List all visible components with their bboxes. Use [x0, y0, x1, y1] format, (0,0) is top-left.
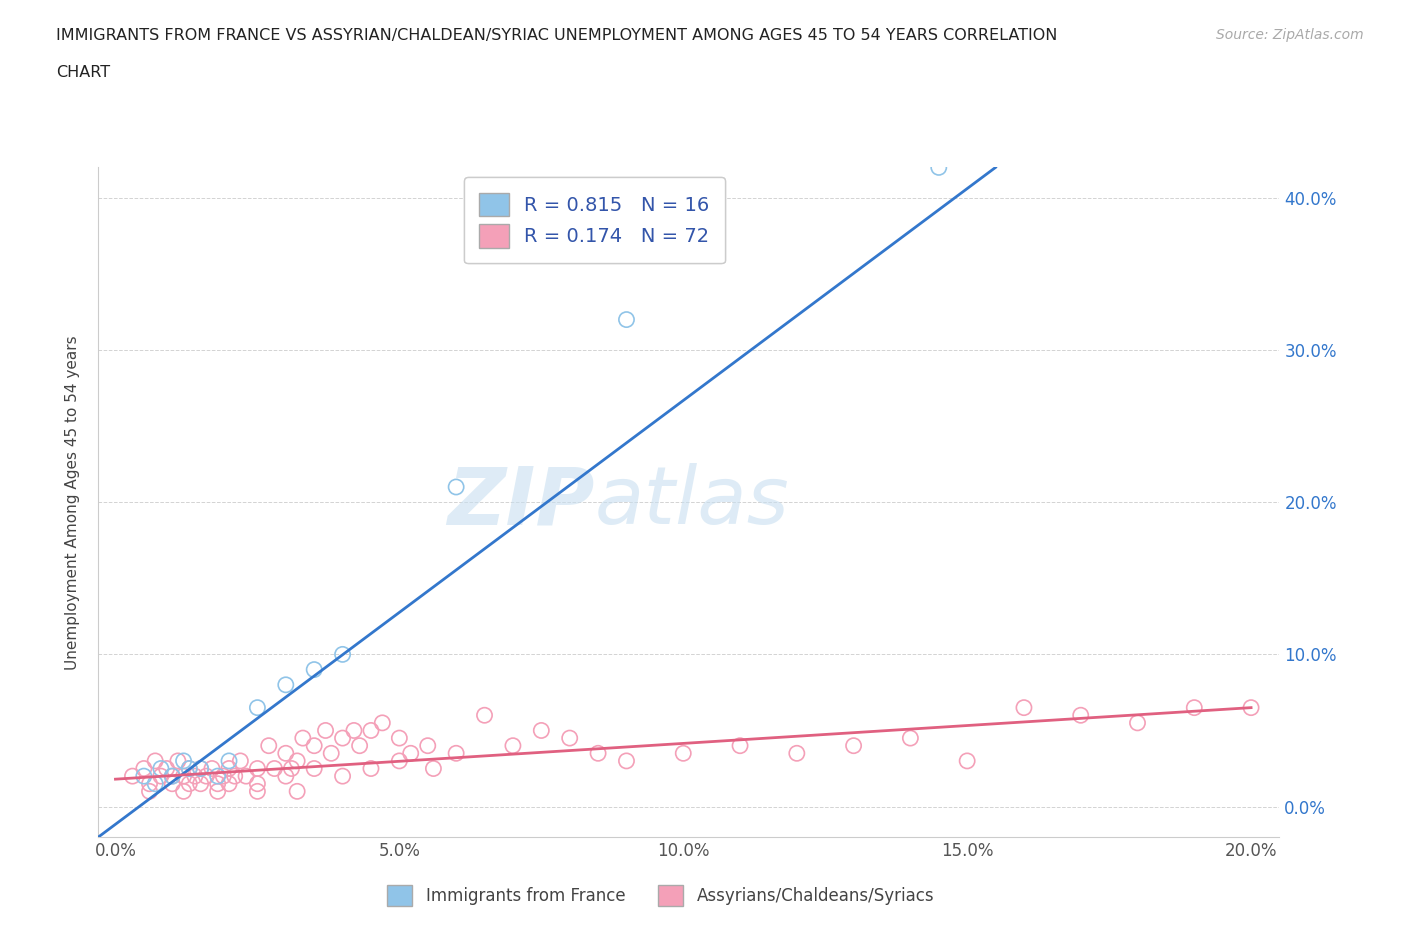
- Point: [121, 769, 143, 784]
- Point: [1012, 700, 1035, 715]
- Point: [212, 769, 235, 784]
- Text: Source: ZipAtlas.com: Source: ZipAtlas.com: [1216, 28, 1364, 42]
- Point: [1070, 708, 1092, 723]
- Point: [149, 769, 172, 784]
- Legend: R = 0.815   N = 16, R = 0.174   N = 72: R = 0.815 N = 16, R = 0.174 N = 72: [464, 177, 725, 263]
- Text: IMMIGRANTS FROM FRANCE VS ASSYRIAN/CHALDEAN/SYRIAC UNEMPLOYMENT AMONG AGES 45 TO: IMMIGRANTS FROM FRANCE VS ASSYRIAN/CHALD…: [56, 28, 1057, 43]
- Point: [416, 738, 439, 753]
- Point: [274, 746, 297, 761]
- Point: [616, 312, 638, 327]
- Point: [162, 769, 183, 784]
- Point: [616, 753, 638, 768]
- Point: [474, 708, 496, 723]
- Point: [444, 480, 467, 495]
- Point: [842, 738, 865, 753]
- Point: [235, 769, 257, 784]
- Point: [149, 761, 172, 776]
- Point: [558, 731, 581, 746]
- Point: [218, 777, 240, 791]
- Point: [315, 723, 337, 737]
- Point: [786, 746, 808, 761]
- Point: [900, 731, 922, 746]
- Point: [143, 777, 166, 791]
- Point: [263, 761, 285, 776]
- Point: [257, 738, 280, 753]
- Point: [179, 761, 201, 776]
- Point: [246, 700, 269, 715]
- Point: [360, 723, 382, 737]
- Point: [274, 677, 297, 692]
- Point: [246, 777, 269, 791]
- Point: [179, 761, 201, 776]
- Point: [207, 777, 229, 791]
- Text: atlas: atlas: [595, 463, 789, 541]
- Text: ZIP: ZIP: [447, 463, 595, 541]
- Point: [207, 769, 229, 784]
- Point: [349, 738, 371, 753]
- Point: [201, 761, 224, 776]
- Point: [280, 761, 302, 776]
- Point: [229, 753, 252, 768]
- Point: [302, 738, 325, 753]
- Point: [399, 746, 422, 761]
- Point: [956, 753, 979, 768]
- Point: [672, 746, 695, 761]
- Point: [302, 761, 325, 776]
- Point: [1126, 715, 1149, 730]
- Point: [167, 753, 190, 768]
- Point: [179, 777, 201, 791]
- Point: [155, 761, 177, 776]
- Point: [162, 777, 183, 791]
- Point: [502, 738, 524, 753]
- Point: [190, 761, 212, 776]
- Point: [388, 753, 411, 768]
- Point: [190, 761, 212, 776]
- Point: [302, 662, 325, 677]
- Legend: Immigrants from France, Assyrians/Chaldeans/Syriacs: Immigrants from France, Assyrians/Chalde…: [381, 879, 941, 912]
- Point: [343, 723, 366, 737]
- Point: [132, 761, 155, 776]
- Point: [530, 723, 553, 737]
- Point: [162, 769, 183, 784]
- Point: [173, 753, 195, 768]
- Point: [332, 731, 354, 746]
- Point: [332, 769, 354, 784]
- Point: [207, 784, 229, 799]
- Point: [184, 769, 207, 784]
- Point: [291, 731, 314, 746]
- Point: [274, 769, 297, 784]
- Point: [218, 761, 240, 776]
- Point: [173, 784, 195, 799]
- Point: [360, 761, 382, 776]
- Point: [173, 769, 195, 784]
- Point: [138, 777, 160, 791]
- Point: [1182, 700, 1205, 715]
- Point: [246, 784, 269, 799]
- Point: [138, 784, 160, 799]
- Point: [928, 160, 950, 175]
- Point: [586, 746, 609, 761]
- Point: [388, 731, 411, 746]
- Point: [285, 753, 308, 768]
- Point: [321, 746, 343, 761]
- Point: [143, 753, 166, 768]
- Point: [332, 647, 354, 662]
- Point: [224, 769, 246, 784]
- Point: [371, 715, 394, 730]
- Y-axis label: Unemployment Among Ages 45 to 54 years: Unemployment Among Ages 45 to 54 years: [65, 335, 80, 670]
- Point: [195, 769, 218, 784]
- Point: [422, 761, 444, 776]
- Point: [728, 738, 751, 753]
- Point: [132, 769, 155, 784]
- Text: CHART: CHART: [56, 65, 110, 80]
- Point: [246, 761, 269, 776]
- Point: [1240, 700, 1263, 715]
- Point: [218, 753, 240, 768]
- Point: [190, 777, 212, 791]
- Point: [444, 746, 467, 761]
- Point: [285, 784, 308, 799]
